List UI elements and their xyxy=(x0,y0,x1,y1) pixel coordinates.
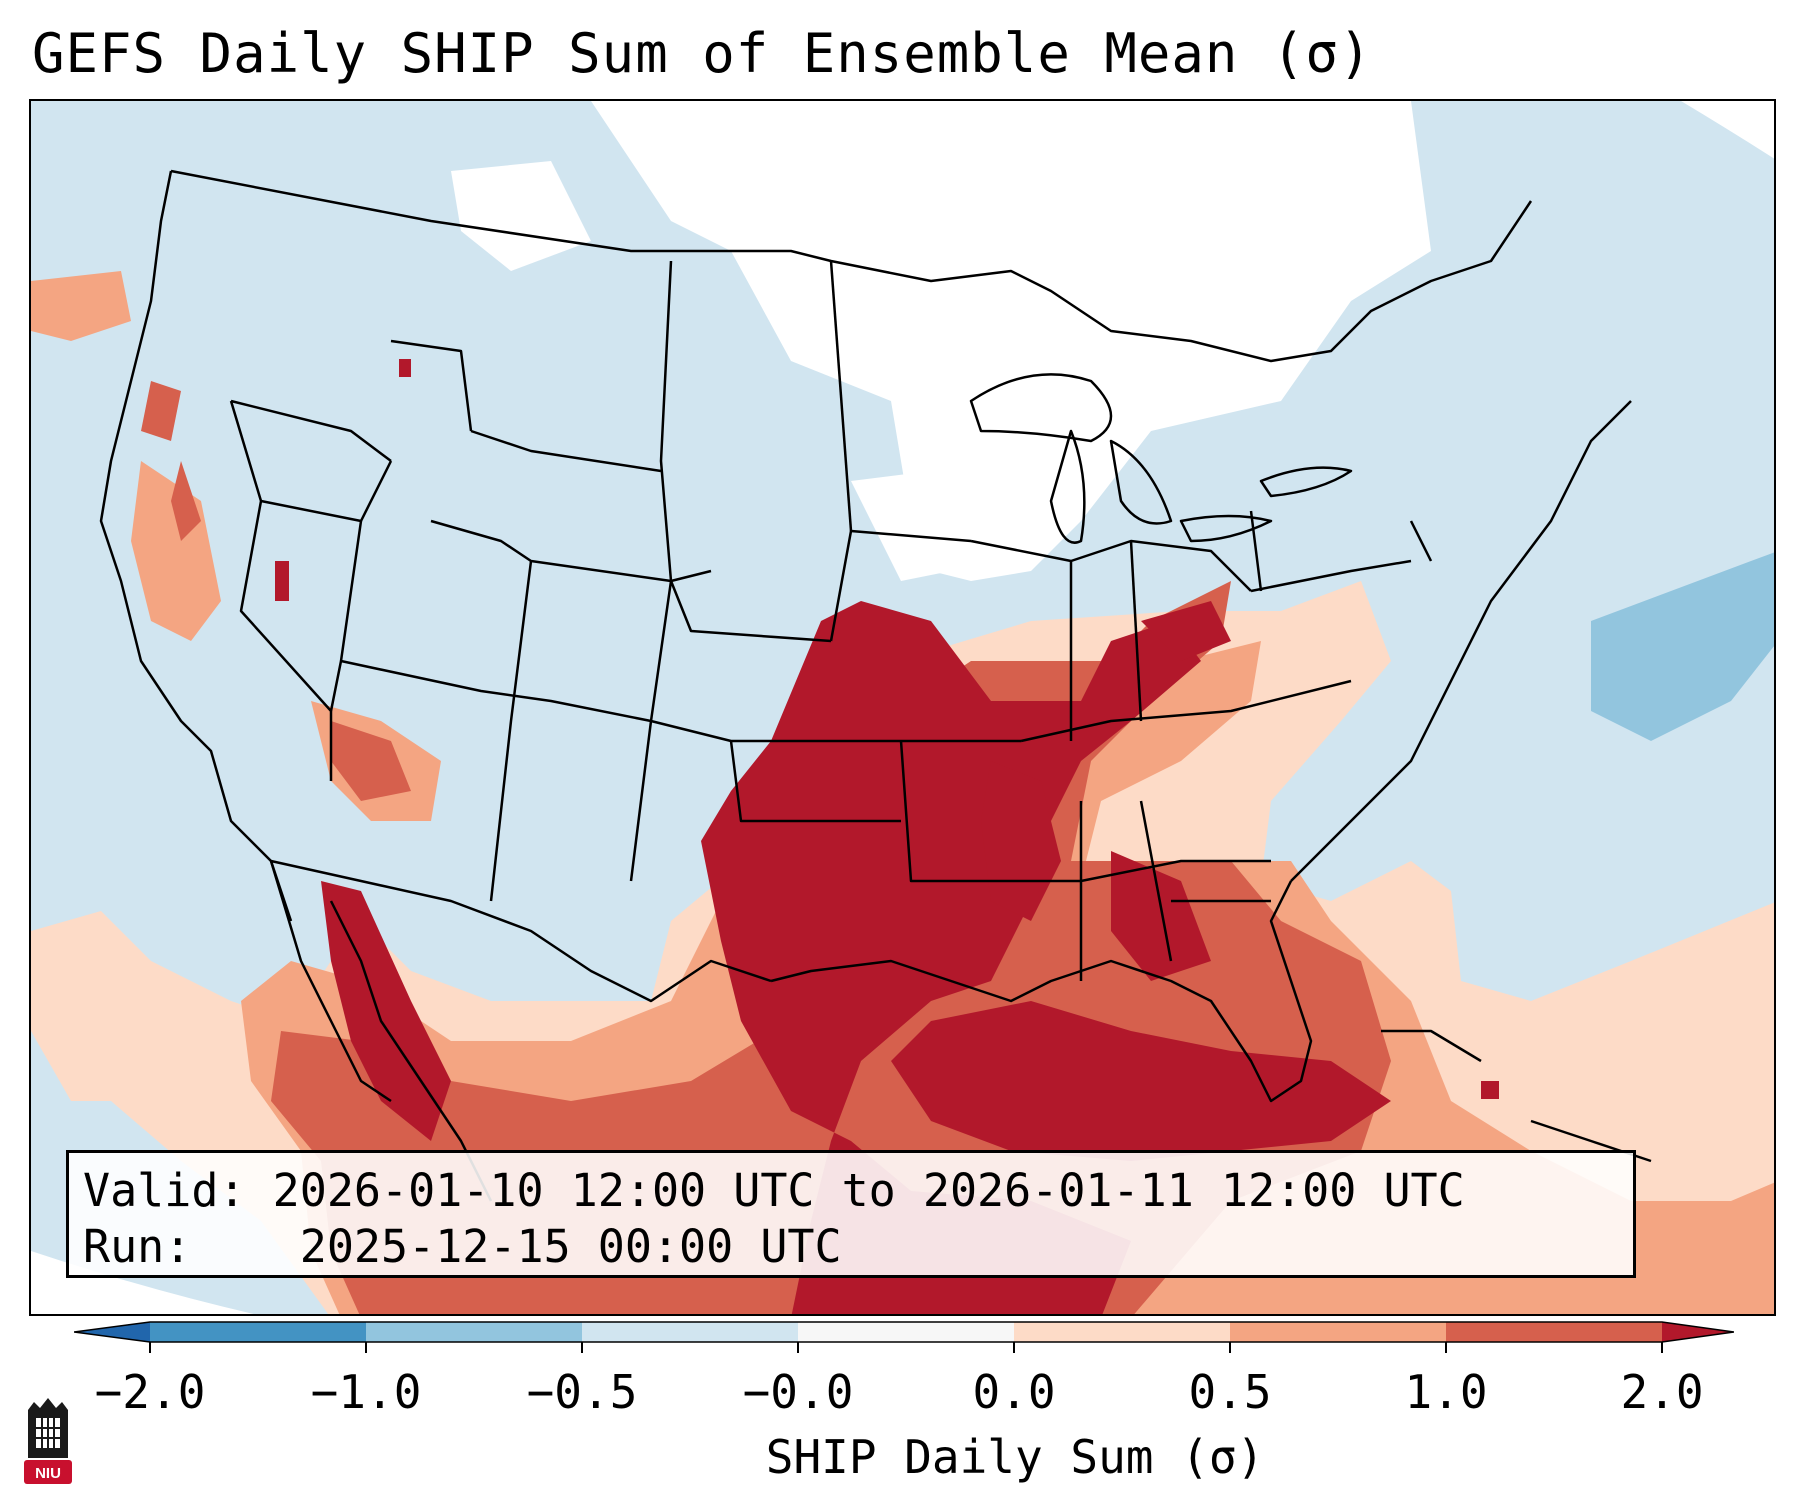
colorbar-label: SHIP Daily Sum (σ) xyxy=(765,1430,1265,1484)
colorbar-bin-5 xyxy=(1014,1322,1230,1342)
neutral-field-north xyxy=(451,101,1431,581)
niu-logo-icon: NIU xyxy=(24,1398,72,1484)
colorbar-tick-label: 2.0 xyxy=(1620,1365,1704,1419)
valid-value: 2026-01-10 12:00 UTC to 2026-01-11 12:00… xyxy=(272,1164,1465,1217)
colorbar-tick-label: −1.0 xyxy=(310,1365,422,1419)
colorbar-tick-label: 1.0 xyxy=(1404,1365,1488,1419)
colorbar-bin-4 xyxy=(798,1322,1014,1342)
valid-label: Valid: xyxy=(83,1164,246,1217)
validity-info-box: Valid: 2026-01-10 12:00 UTC to 2026-01-1… xyxy=(66,1150,1636,1278)
run-label: Run: xyxy=(83,1220,192,1273)
run-value: 2025-12-15 00:00 UTC xyxy=(299,1220,842,1273)
valid-row: Valid: 2026-01-10 12:00 UTC to 2026-01-1… xyxy=(83,1163,1619,1219)
colorbar-under-arrow xyxy=(74,1322,150,1342)
colorbar-bin-3 xyxy=(582,1322,798,1342)
negative-anomaly-atlantic xyxy=(1591,552,1774,741)
boundaries xyxy=(99,169,1652,1202)
colorbar-bin-6 xyxy=(1230,1322,1446,1342)
colorbar-ticks xyxy=(149,1342,1663,1353)
colorbar-tick-label: 0.5 xyxy=(1188,1365,1272,1419)
colorbar-bin-7 xyxy=(1446,1322,1662,1342)
colorbar-tick-label: 0.0 xyxy=(972,1365,1056,1419)
run-row: Run: 2025-12-15 00:00 UTC xyxy=(83,1219,1619,1275)
colorbar-tick-label: −2.0 xyxy=(94,1365,206,1419)
positive-anomaly-field xyxy=(31,271,1774,1314)
colorbar-tick-label: −0.5 xyxy=(526,1365,638,1419)
colorbar-bin-2 xyxy=(366,1322,582,1342)
corner-top-right xyxy=(1681,101,1774,159)
chart-title: GEFS Daily SHIP Sum of Ensemble Mean (σ) xyxy=(32,22,1373,85)
corner-bottom-left xyxy=(31,1251,254,1314)
map-panel xyxy=(29,99,1776,1316)
colorbar-over-arrow xyxy=(1662,1322,1734,1342)
svg-text:NIU: NIU xyxy=(35,1465,61,1482)
colorbar-tick-label: −0.0 xyxy=(742,1365,854,1419)
map-svg xyxy=(31,101,1774,1314)
colorbar xyxy=(74,1321,1734,1353)
colorbar-bin-1 xyxy=(150,1322,366,1342)
